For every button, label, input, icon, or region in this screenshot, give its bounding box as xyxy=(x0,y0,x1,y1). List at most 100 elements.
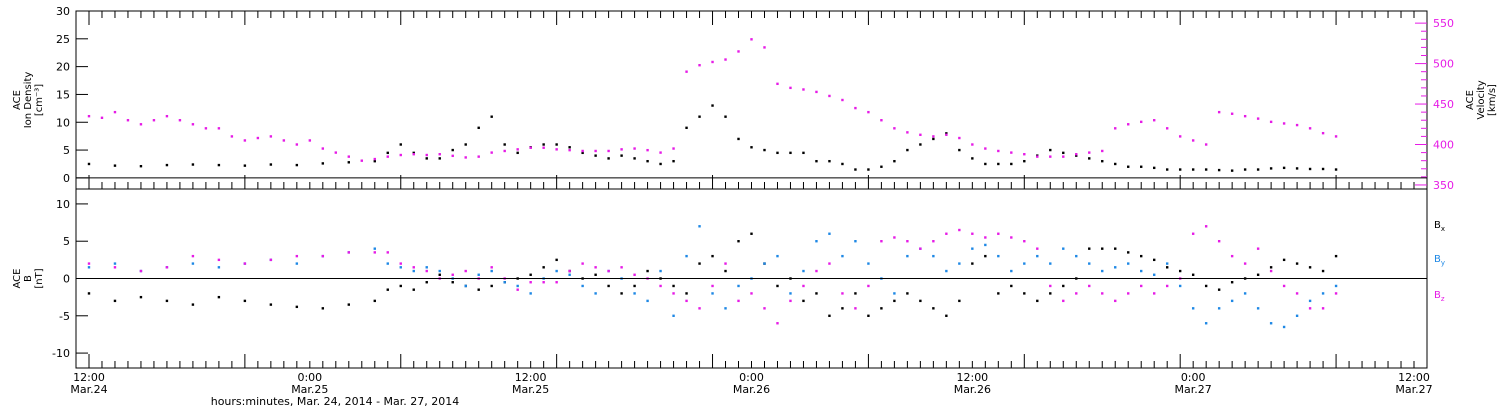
data-point-1 xyxy=(607,149,610,153)
data-point-0 xyxy=(620,154,623,157)
data-point-By xyxy=(893,292,896,295)
y-tick-label: 15 xyxy=(56,88,70,101)
data-point-Bz xyxy=(1308,307,1312,310)
data-point-Bx xyxy=(1127,251,1130,254)
top-panel-density-velocity: 0 5 10 15 20 25 30 ACEIon Density[cm⁻³] 350 400 45… xyxy=(12,5,1498,192)
data-point-Bx xyxy=(607,284,610,288)
data-point-Bz xyxy=(1217,240,1221,243)
data-point-0 xyxy=(1178,168,1182,171)
data-point-Bx xyxy=(139,295,143,299)
data-point-Bx xyxy=(594,273,597,276)
data-point-Bx xyxy=(698,262,701,265)
data-point-1 xyxy=(698,64,701,67)
data-point-0 xyxy=(984,162,987,166)
data-point-Bz xyxy=(789,299,792,303)
x-tick-time: 0:00 xyxy=(739,371,764,384)
data-point-1 xyxy=(984,147,987,150)
data-point-Bx xyxy=(1282,258,1286,262)
data-point-0 xyxy=(737,137,740,141)
data-point-0 xyxy=(945,132,948,135)
data-point-Bx xyxy=(1256,273,1260,276)
data-point-Bz xyxy=(1334,292,1338,295)
data-point-0 xyxy=(672,159,675,163)
data-point-0 xyxy=(750,146,753,149)
data-point-By xyxy=(412,269,415,273)
data-point-By xyxy=(711,292,714,295)
data-point-Bz xyxy=(464,269,467,273)
y2-axis-label: ACEVelocity[km/s] xyxy=(1465,80,1498,119)
data-point-1 xyxy=(1165,127,1169,130)
data-point-1 xyxy=(867,110,870,114)
data-point-Bx xyxy=(620,292,623,295)
data-point-Bz xyxy=(607,269,610,273)
data-point-0 xyxy=(191,163,195,166)
data-point-Bx xyxy=(412,288,415,291)
x-tick-time: 12:00 xyxy=(956,371,988,384)
data-point-By xyxy=(399,266,402,269)
data-point-1 xyxy=(945,133,948,136)
data-point-Bz xyxy=(958,228,961,232)
data-point-1 xyxy=(1127,123,1130,126)
data-point-Bz xyxy=(373,251,376,254)
data-point-By xyxy=(997,254,1000,258)
data-point-Bx xyxy=(932,307,935,310)
data-point-Bx xyxy=(529,273,532,276)
data-point-0 xyxy=(607,157,610,160)
data-point-By xyxy=(984,243,987,247)
data-point-1 xyxy=(932,135,935,138)
data-point-1 xyxy=(854,106,857,110)
data-point-By xyxy=(958,262,961,265)
data-point-Bz xyxy=(1269,269,1273,273)
data-point-Bx xyxy=(854,292,857,295)
x-tick-time: 0:00 xyxy=(297,371,322,384)
data-point-1 xyxy=(789,86,792,90)
data-point-0 xyxy=(1153,166,1156,170)
y2-tick-label: 550 xyxy=(1433,17,1454,30)
data-point-By xyxy=(1140,269,1143,273)
y-tick-label: 0 xyxy=(63,273,70,286)
data-point-0 xyxy=(568,146,571,149)
data-point-1 xyxy=(1282,122,1286,125)
data-point-Bx xyxy=(243,299,247,303)
data-point-1 xyxy=(1230,112,1234,115)
data-point-Bz xyxy=(386,251,389,254)
data-point-0 xyxy=(1088,157,1091,160)
data-point-1 xyxy=(412,153,415,156)
data-point-0 xyxy=(828,159,831,163)
y-axis-label: ACEB[nT] xyxy=(12,268,45,288)
data-point-0 xyxy=(347,161,350,164)
data-point-By xyxy=(789,292,792,295)
data-point-1 xyxy=(1204,143,1208,146)
data-point-1 xyxy=(776,82,779,86)
data-point-1 xyxy=(152,119,156,122)
data-point-1 xyxy=(1023,153,1026,156)
data-point-Bx xyxy=(919,299,922,303)
data-point-0 xyxy=(490,115,493,118)
data-point-1 xyxy=(1308,127,1312,130)
data-point-Bx xyxy=(776,284,779,288)
data-point-1 xyxy=(529,146,532,149)
x-tick-date: Mar.24 xyxy=(70,383,107,396)
data-point-1 xyxy=(477,155,480,158)
data-point-By xyxy=(568,273,571,276)
data-point-0 xyxy=(646,159,649,163)
data-point-Bx xyxy=(880,307,883,310)
data-point-Bx xyxy=(893,299,896,303)
data-point-1 xyxy=(126,119,130,122)
data-point-1 xyxy=(1334,135,1338,138)
data-point-0 xyxy=(932,137,935,141)
data-point-0 xyxy=(867,168,870,171)
data-point-0 xyxy=(1295,167,1299,170)
data-point-By xyxy=(1269,322,1273,325)
data-point-Bz xyxy=(581,262,584,265)
data-point-By xyxy=(633,292,636,295)
data-point-0 xyxy=(464,143,467,146)
data-point-1 xyxy=(1140,120,1143,124)
data-point-Bx xyxy=(113,299,117,303)
data-point-0 xyxy=(724,115,727,118)
data-point-0 xyxy=(893,159,896,163)
data-point-Bz xyxy=(1023,240,1026,243)
data-point-By xyxy=(1075,254,1078,258)
data-point-0 xyxy=(373,159,376,163)
data-point-0 xyxy=(451,148,454,152)
